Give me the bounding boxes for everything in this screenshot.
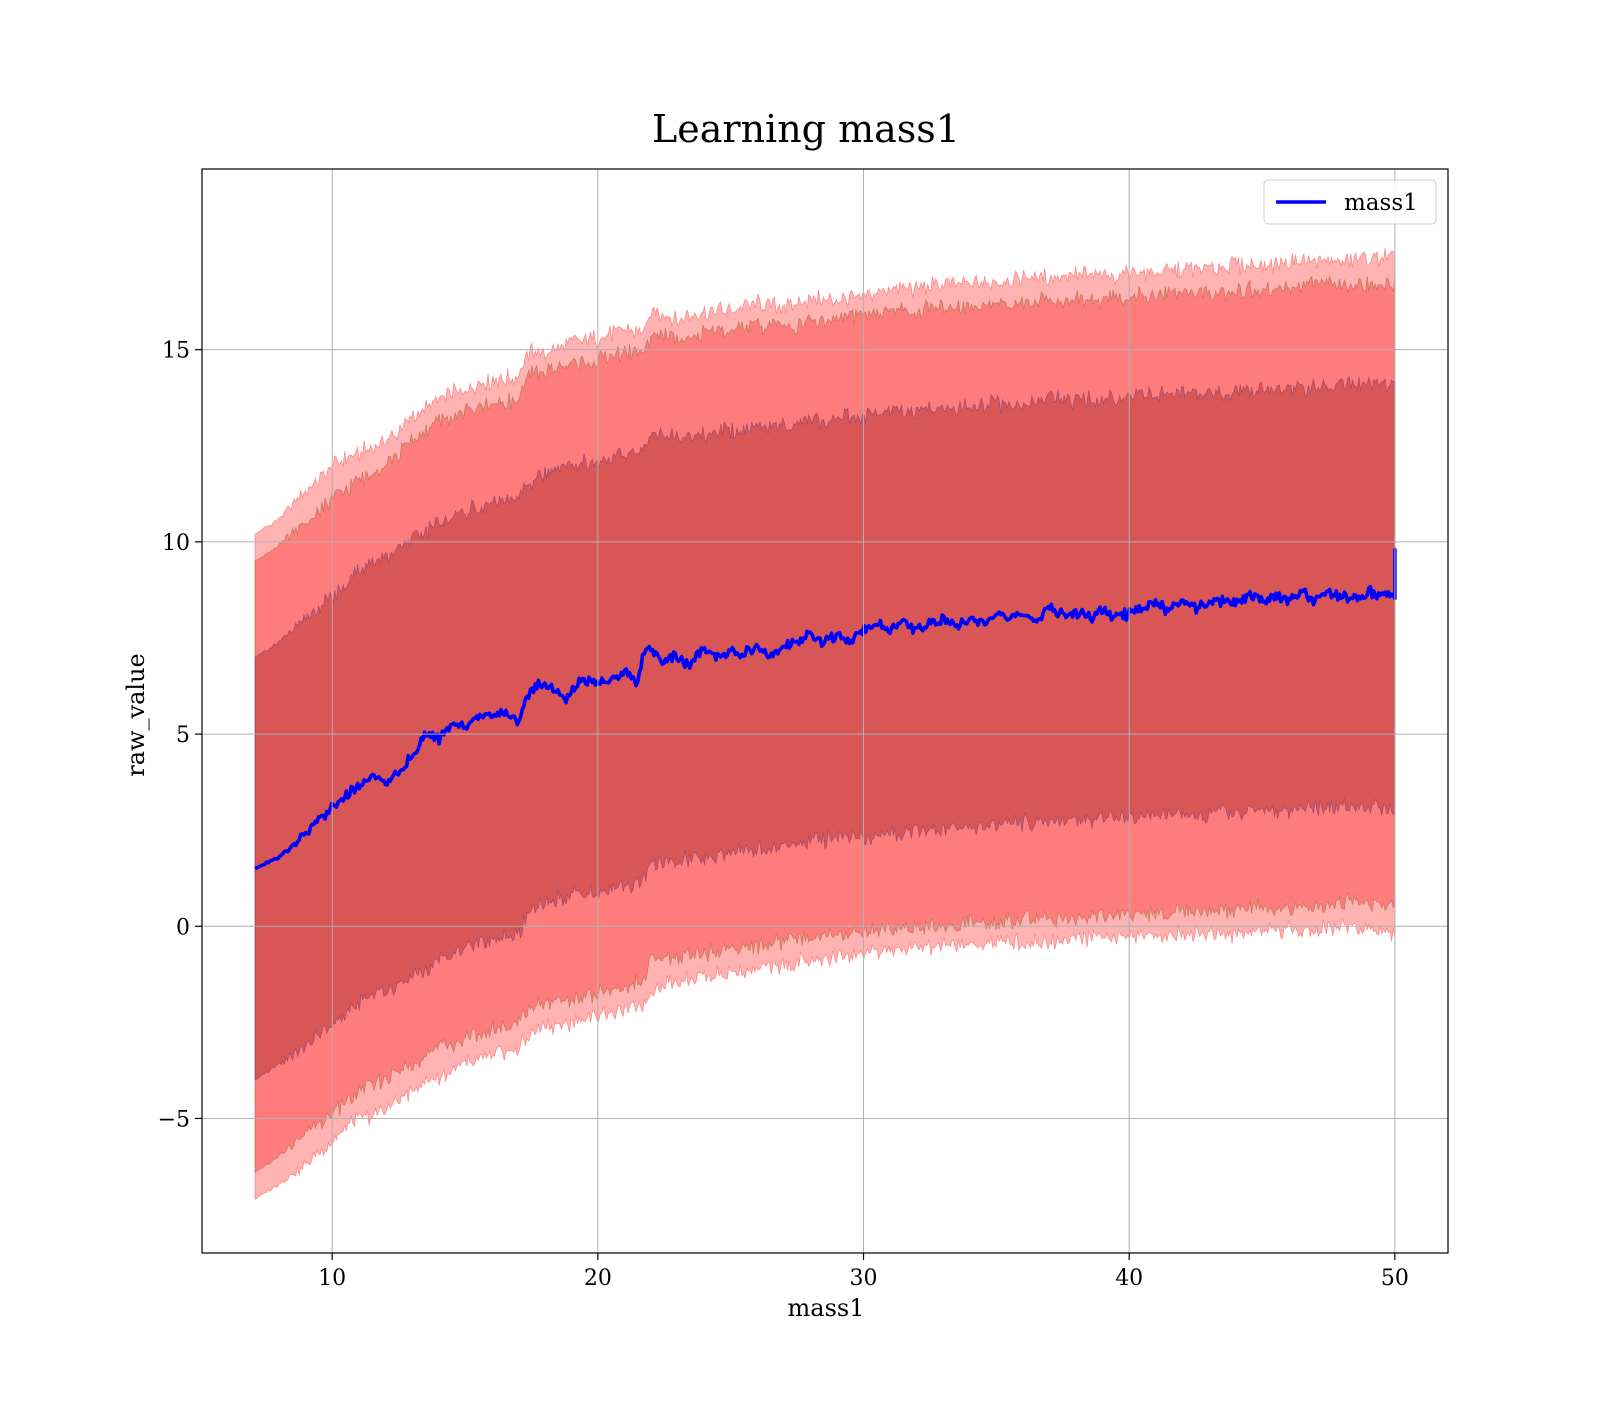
plot-area: 10 20 30 40 50 −5 0 5 10 15 mass1 xyxy=(158,168,1449,1291)
chart-title: Learning mass1 xyxy=(652,107,960,151)
legend-label-mass1: mass1 xyxy=(1344,190,1418,216)
y-tick-label-2: 5 xyxy=(176,723,190,748)
series-line-mass1 xyxy=(254,547,1397,871)
bands-group xyxy=(254,248,1397,1200)
y-axis-label: raw_value xyxy=(122,653,150,777)
grid xyxy=(202,169,1448,1253)
y-tick-label-1: 0 xyxy=(176,915,190,940)
plot-frame xyxy=(201,168,1449,1254)
legend: mass1 xyxy=(1263,179,1437,225)
legend-box xyxy=(1263,179,1437,225)
x-tick-label-1: 20 xyxy=(584,1266,612,1291)
x-tick-label-2: 30 xyxy=(850,1266,878,1291)
x-axis-label: mass1 xyxy=(788,1294,865,1322)
y-tick-label-0: −5 xyxy=(158,1107,190,1132)
x-tick-label-3: 40 xyxy=(1115,1266,1143,1291)
y-tick-label-3: 10 xyxy=(162,531,190,556)
x-tick-label-4: 50 xyxy=(1381,1266,1409,1291)
x-tick-label-0: 10 xyxy=(318,1266,346,1291)
y-tick-label-4: 15 xyxy=(162,339,190,364)
